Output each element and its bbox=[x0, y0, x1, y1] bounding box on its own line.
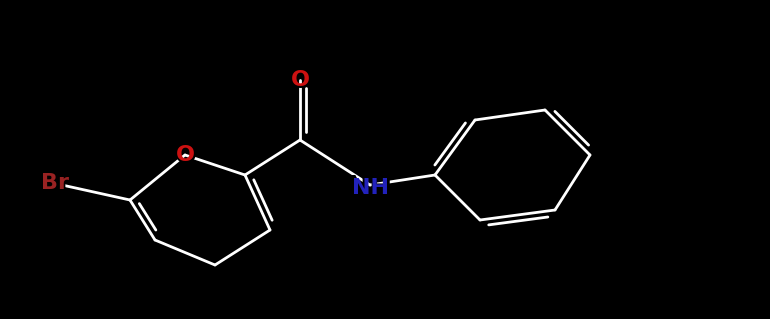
Text: NH: NH bbox=[346, 174, 393, 202]
Text: O: O bbox=[176, 145, 195, 165]
Text: Br: Br bbox=[41, 173, 69, 193]
Text: O: O bbox=[288, 66, 312, 94]
Text: NH: NH bbox=[351, 178, 389, 198]
Text: O: O bbox=[290, 70, 310, 90]
Text: Br: Br bbox=[38, 169, 72, 197]
Text: O: O bbox=[173, 141, 197, 169]
